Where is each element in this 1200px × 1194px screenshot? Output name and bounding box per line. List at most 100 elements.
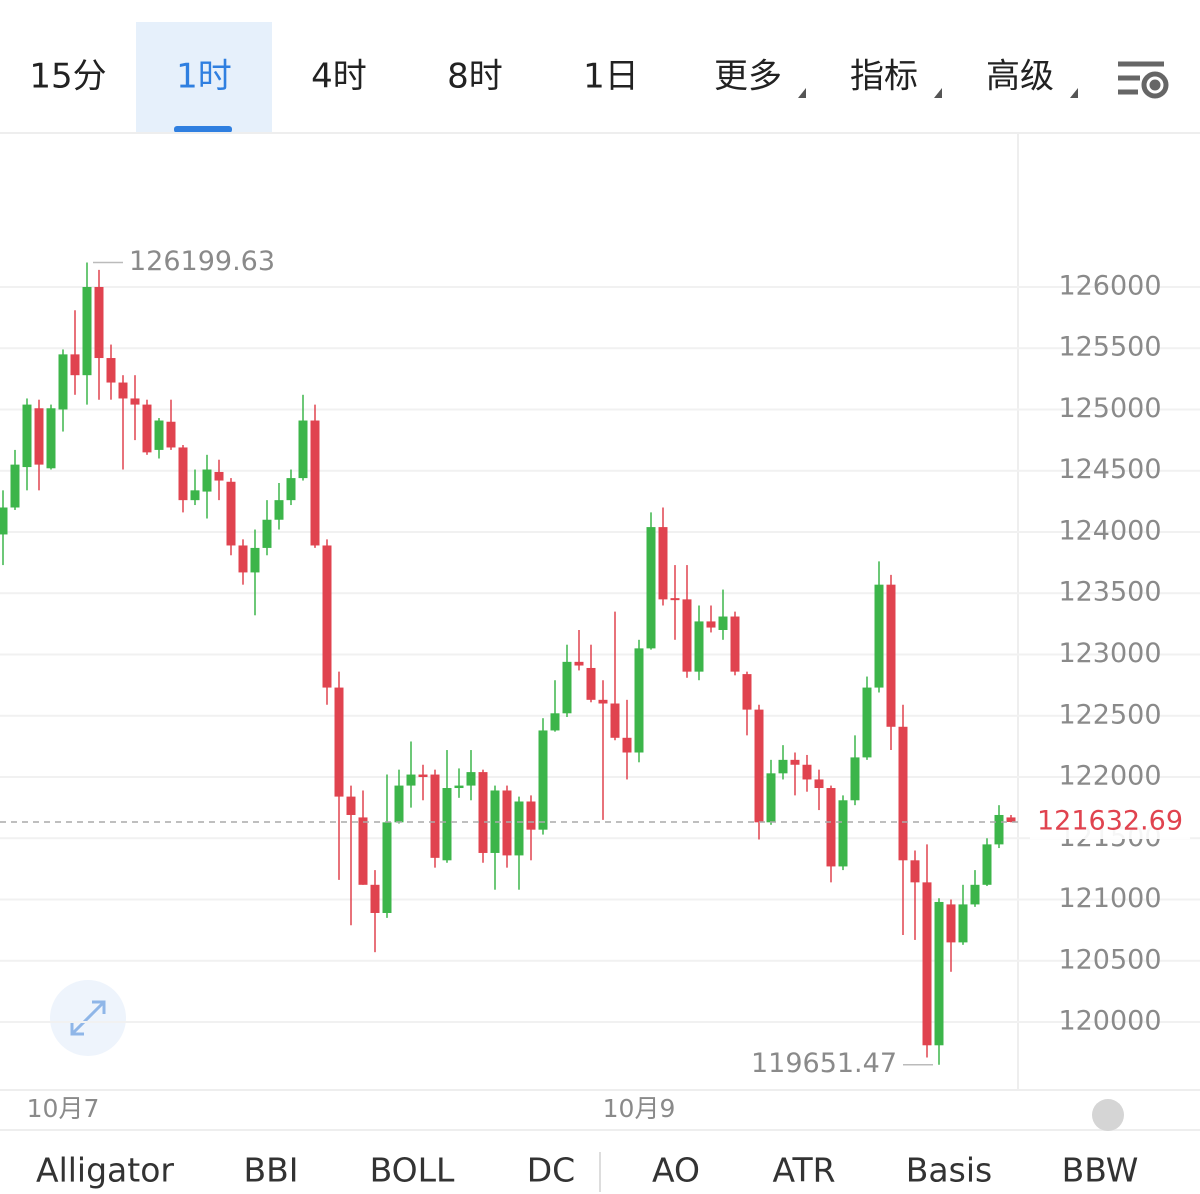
candle-body bbox=[766, 773, 776, 823]
candle-body bbox=[610, 703, 620, 738]
indicator[interactable]: AO bbox=[652, 1151, 700, 1190]
candle-body bbox=[538, 730, 548, 830]
indicator[interactable]: DC bbox=[527, 1151, 575, 1190]
tab[interactable]: 1时 bbox=[176, 57, 232, 97]
candle-body bbox=[718, 616, 728, 630]
candle-body bbox=[982, 844, 992, 885]
candle-body bbox=[898, 726, 908, 861]
active-tab-underline bbox=[174, 126, 232, 133]
y-tick-label: 125500 bbox=[1058, 332, 1161, 363]
expand-icon bbox=[70, 1000, 106, 1036]
candle-body bbox=[910, 860, 920, 883]
tab[interactable]: 15分 bbox=[29, 57, 106, 97]
dropdown-caret bbox=[1070, 88, 1078, 98]
candle-body bbox=[478, 772, 488, 853]
tab[interactable]: 8时 bbox=[447, 57, 503, 97]
candle-body bbox=[250, 547, 260, 573]
candle-body bbox=[850, 757, 860, 801]
candle-body bbox=[286, 478, 296, 501]
candle-body bbox=[742, 674, 752, 710]
candle-body bbox=[454, 785, 464, 789]
candle-body bbox=[442, 788, 452, 861]
tab[interactable]: 1日 bbox=[583, 57, 639, 97]
y-tick-label: 120500 bbox=[1058, 944, 1161, 975]
x-tick-label: 10月9 bbox=[603, 1094, 676, 1123]
candle-body bbox=[358, 817, 368, 885]
y-tick-label: 125000 bbox=[1058, 393, 1161, 424]
candle-body bbox=[58, 354, 68, 410]
y-tick-label: 120000 bbox=[1058, 1006, 1161, 1037]
last-price-bg bbox=[1030, 804, 1190, 839]
candle-body bbox=[238, 545, 248, 573]
candle-body bbox=[562, 661, 572, 714]
candle-body bbox=[646, 527, 656, 649]
indicator[interactable]: Alligator bbox=[36, 1151, 174, 1190]
candle-body bbox=[874, 584, 884, 688]
indicator[interactable]: Basis bbox=[906, 1151, 992, 1190]
candle-body bbox=[514, 801, 524, 856]
x-tick-label: 10月7 bbox=[27, 1094, 100, 1123]
tab[interactable]: 指标 bbox=[850, 57, 918, 97]
candle-body bbox=[706, 621, 716, 628]
candle-body bbox=[334, 687, 344, 797]
tab[interactable]: 更多 bbox=[714, 57, 782, 97]
candle-body bbox=[862, 687, 872, 758]
candle-body bbox=[466, 772, 476, 786]
candle-body bbox=[418, 774, 428, 778]
labels: 1200001205001210001215001220001225001230… bbox=[0, 246, 1190, 1123]
candle-body bbox=[34, 408, 44, 465]
y-tick-label: 123500 bbox=[1058, 577, 1161, 608]
candle-body bbox=[154, 420, 164, 450]
grid bbox=[0, 285, 1200, 1024]
candles bbox=[0, 262, 1016, 1065]
indicator[interactable]: BOLL bbox=[370, 1151, 455, 1190]
y-tick-label: 123000 bbox=[1058, 638, 1161, 669]
candle-body bbox=[118, 382, 128, 399]
candle-body bbox=[934, 901, 944, 1046]
candle-body bbox=[10, 464, 20, 508]
candle-body bbox=[814, 779, 824, 789]
candle-body bbox=[226, 481, 236, 546]
candle-body bbox=[214, 471, 224, 481]
indicator[interactable]: BBW bbox=[1062, 1151, 1139, 1190]
candle-body bbox=[430, 774, 440, 858]
candle-body bbox=[682, 599, 692, 672]
candle-body bbox=[22, 404, 32, 468]
candle-body bbox=[670, 598, 680, 601]
y-tick-label: 126000 bbox=[1058, 270, 1161, 301]
candle-body bbox=[730, 616, 740, 672]
candle-body bbox=[922, 882, 932, 1046]
candle-body bbox=[166, 421, 176, 448]
candle-body bbox=[310, 420, 320, 546]
tab[interactable]: 高级 bbox=[986, 57, 1054, 97]
candle-body bbox=[178, 447, 188, 501]
candle-body bbox=[142, 404, 152, 453]
candle-body bbox=[46, 408, 56, 469]
candle-body bbox=[262, 519, 272, 548]
candle-body bbox=[382, 822, 392, 913]
candle-body bbox=[826, 788, 836, 867]
kline-toggle[interactable] bbox=[1092, 1099, 1124, 1131]
candle-body bbox=[94, 286, 104, 359]
candle-body bbox=[946, 904, 956, 943]
candle-body bbox=[838, 800, 848, 867]
indicator[interactable]: BBI bbox=[243, 1151, 298, 1190]
min-label: 119651.47 bbox=[751, 1048, 897, 1079]
candle-body bbox=[802, 764, 812, 780]
candle-body bbox=[550, 713, 560, 731]
y-tick-label: 122500 bbox=[1058, 699, 1161, 730]
y-tick-label: 124500 bbox=[1058, 454, 1161, 485]
candle-body bbox=[586, 667, 596, 700]
dropdown-caret bbox=[934, 88, 942, 98]
candle-body bbox=[298, 420, 308, 479]
candle-body bbox=[394, 785, 404, 823]
tab[interactable]: 4时 bbox=[311, 57, 367, 97]
candle-body bbox=[130, 398, 140, 405]
settings-icon[interactable] bbox=[1118, 61, 1169, 99]
candle-body bbox=[1006, 817, 1016, 822]
candle-body bbox=[622, 737, 632, 753]
candle-body bbox=[0, 507, 8, 535]
active-tab-bg bbox=[136, 22, 272, 133]
indicator[interactable]: ATR bbox=[772, 1151, 835, 1190]
